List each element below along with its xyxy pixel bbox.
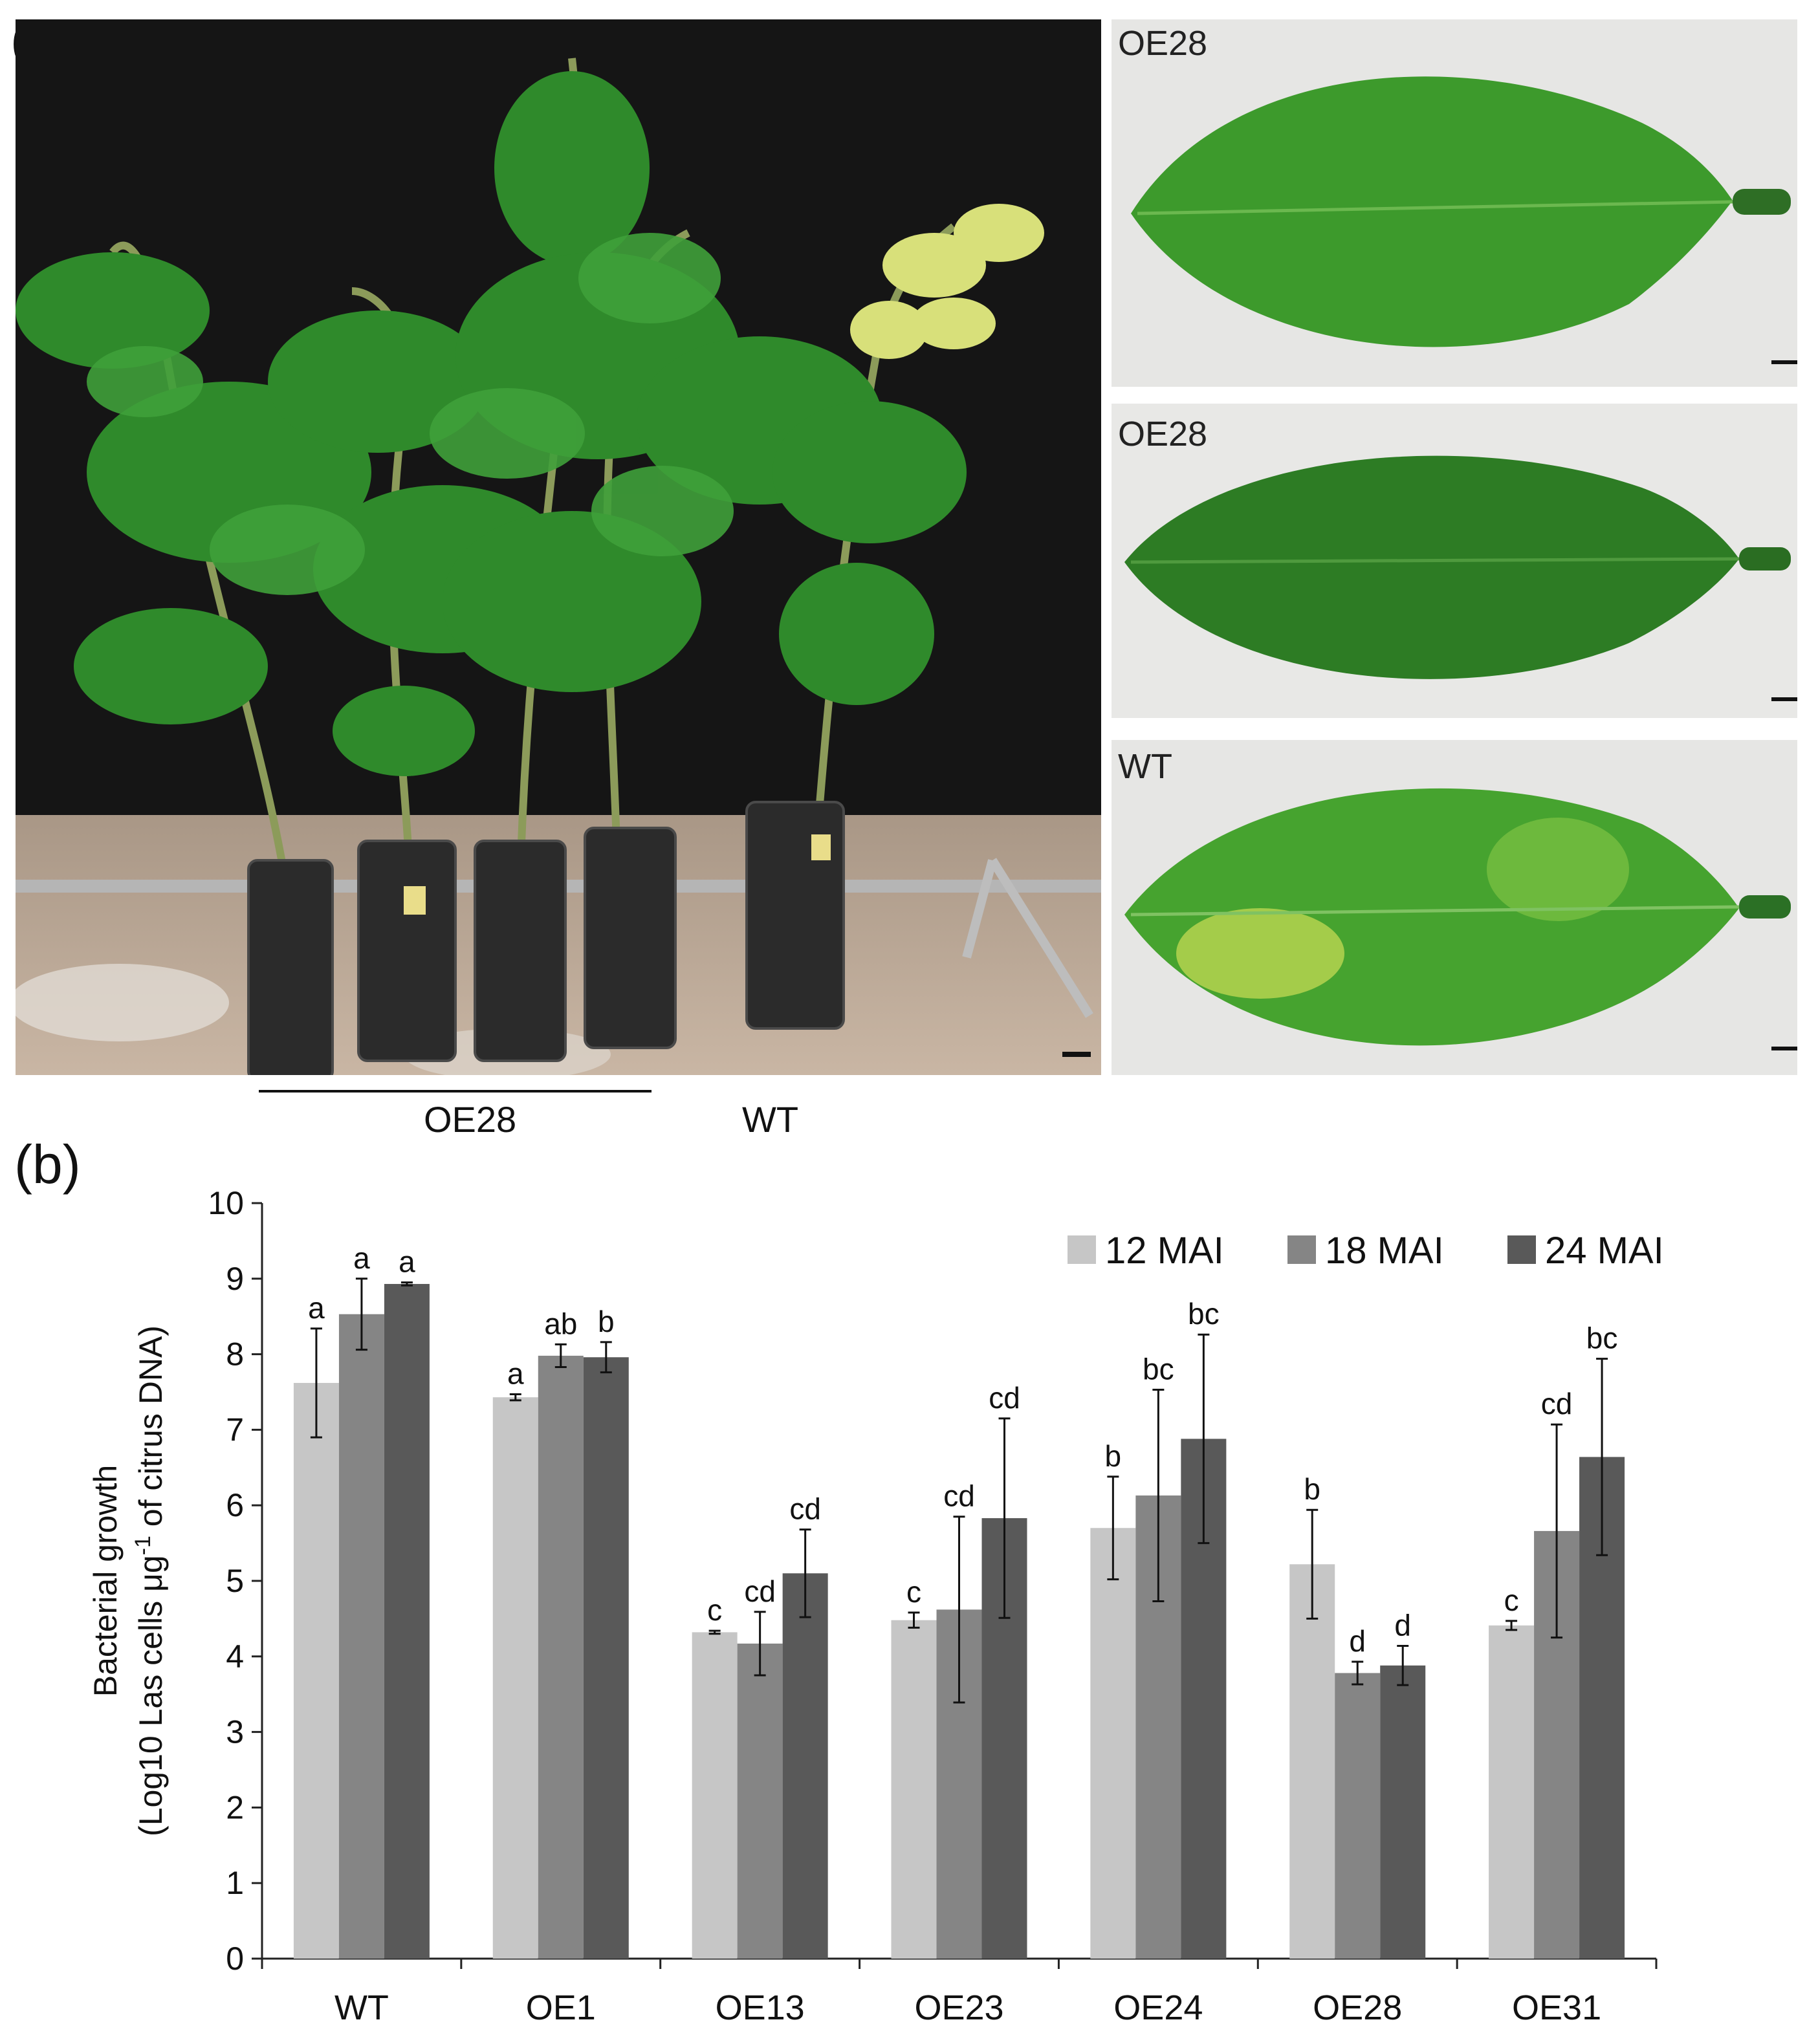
category-label: OE31 (1512, 1988, 1601, 2027)
panel-b-label: (b) (14, 1134, 81, 1195)
legend-label: 18 MAI (1325, 1230, 1444, 1272)
significance-label: cd (1541, 1387, 1573, 1420)
oe28-group-line (259, 1090, 652, 1093)
significance-label: a (308, 1291, 325, 1325)
y-tick-label: 4 (226, 1638, 244, 1675)
category-label: OE23 (914, 1988, 1003, 2027)
plants-photo-drawing (16, 19, 1101, 1075)
y-tick-label: 3 (226, 1714, 244, 1750)
significance-label: a (507, 1357, 524, 1391)
leaf-photo-oe28-top (1112, 19, 1797, 387)
significance-label: ab (544, 1307, 577, 1340)
significance-label: a (353, 1241, 370, 1275)
y-axis-title-line2: (Log10 Las cells μg-1 of citrus DNA) (131, 1325, 169, 1836)
leaf-photo-wt (1112, 740, 1797, 1075)
category-label: OE28 (1313, 1988, 1402, 2027)
bar (293, 1382, 339, 1959)
bar (782, 1573, 828, 1959)
y-tick-label: 0 (226, 1941, 244, 1977)
bar (538, 1355, 584, 1959)
significance-label: bc (1188, 1297, 1220, 1331)
leaf-photo-label-1: OE28 (1118, 24, 1208, 63)
leaf-drawing (1112, 740, 1797, 1075)
y-tick-label: 10 (208, 1185, 244, 1221)
significance-label: cd (989, 1381, 1020, 1415)
bar (1090, 1528, 1136, 1959)
y-tick-label: 7 (226, 1411, 244, 1448)
leaf-drawing (1112, 404, 1797, 718)
y-tick-label: 1 (226, 1865, 244, 1901)
bar (692, 1632, 738, 1959)
y-tick-label: 8 (226, 1336, 244, 1373)
legend-swatch (1068, 1235, 1096, 1264)
significance-label: a (399, 1245, 415, 1279)
bar (891, 1620, 937, 1959)
plants-photo (16, 19, 1101, 1075)
bar (1289, 1564, 1335, 1959)
leaf-drawing (1112, 19, 1797, 387)
significance-label: c (906, 1575, 921, 1609)
category-label: OE24 (1113, 1988, 1203, 2027)
leaf-photo-oe28-middle (1112, 404, 1797, 718)
bar (583, 1357, 629, 1959)
category-label: OE13 (716, 1988, 805, 2027)
significance-label: b (1105, 1439, 1122, 1473)
group-label-oe28: OE28 (424, 1099, 517, 1140)
bar (1335, 1673, 1381, 1959)
significance-label: cd (789, 1492, 821, 1526)
legend-label: 24 MAI (1545, 1230, 1664, 1272)
significance-label: c (1504, 1583, 1519, 1617)
significance-label: bc (1143, 1352, 1174, 1386)
bar (1489, 1625, 1535, 1959)
significance-label: d (1394, 1608, 1411, 1642)
significance-label: c (707, 1593, 722, 1627)
legend-swatch (1507, 1235, 1536, 1264)
bar (338, 1314, 384, 1959)
significance-label: bc (1586, 1321, 1618, 1355)
y-tick-label: 6 (226, 1487, 244, 1523)
leaf-photo-label-3: WT (1118, 747, 1172, 786)
group-label-wt: WT (742, 1099, 799, 1140)
legend-swatch (1287, 1235, 1316, 1264)
legend-label: 12 MAI (1105, 1230, 1224, 1272)
significance-label: b (1304, 1472, 1320, 1506)
y-axis-title-line1: Bacterial growth (87, 1465, 124, 1697)
bar (737, 1643, 783, 1959)
leaf-photo-label-2: OE28 (1118, 415, 1208, 453)
y-tick-label: 2 (226, 1789, 244, 1825)
category-label: OE1 (526, 1988, 596, 2027)
significance-label: d (1349, 1624, 1366, 1658)
significance-label: b (598, 1305, 615, 1338)
significance-label: cd (744, 1574, 776, 1608)
y-tick-label: 9 (226, 1261, 244, 1297)
category-label: WT (334, 1988, 389, 2027)
y-tick-label: 5 (226, 1563, 244, 1599)
bar (1380, 1665, 1426, 1959)
bar (384, 1283, 430, 1959)
bar (492, 1397, 538, 1959)
significance-label: cd (943, 1479, 975, 1513)
